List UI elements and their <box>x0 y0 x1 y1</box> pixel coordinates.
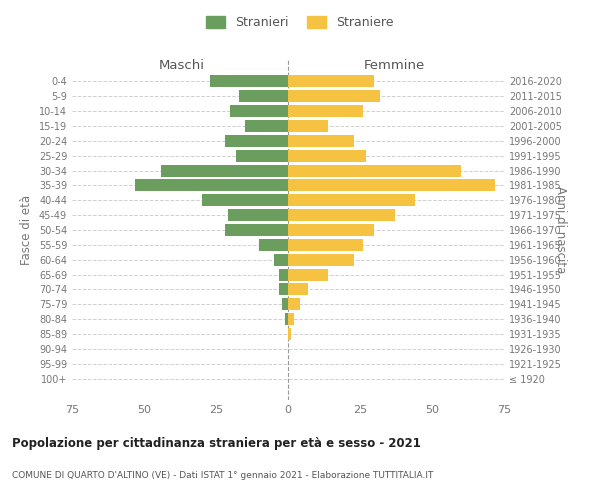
Y-axis label: Anni di nascita: Anni di nascita <box>554 186 567 274</box>
Bar <box>288 105 363 117</box>
Bar <box>224 224 288 236</box>
Bar <box>230 105 288 117</box>
Text: Femmine: Femmine <box>364 60 425 72</box>
Bar <box>210 76 288 88</box>
Text: Popolazione per cittadinanza straniera per età e sesso - 2021: Popolazione per cittadinanza straniera p… <box>12 437 421 450</box>
Bar <box>239 90 288 102</box>
Bar <box>245 120 288 132</box>
Bar <box>227 209 288 221</box>
Bar <box>288 76 374 88</box>
Bar <box>288 298 299 310</box>
Bar <box>280 284 288 296</box>
Bar <box>285 313 288 325</box>
Bar <box>224 135 288 147</box>
Bar <box>288 284 308 296</box>
Bar <box>288 150 366 162</box>
Bar <box>288 180 496 192</box>
Bar <box>288 224 374 236</box>
Bar <box>288 209 395 221</box>
Bar <box>288 90 380 102</box>
Bar <box>259 239 288 251</box>
Bar <box>274 254 288 266</box>
Bar <box>288 239 363 251</box>
Text: COMUNE DI QUARTO D'ALTINO (VE) - Dati ISTAT 1° gennaio 2021 - Elaborazione TUTTI: COMUNE DI QUARTO D'ALTINO (VE) - Dati IS… <box>12 471 433 480</box>
Bar <box>288 313 294 325</box>
Bar <box>288 135 354 147</box>
Bar <box>282 298 288 310</box>
Bar <box>288 194 415 206</box>
Bar <box>288 328 291 340</box>
Bar <box>288 120 328 132</box>
Text: Maschi: Maschi <box>158 60 205 72</box>
Bar <box>288 164 461 176</box>
Bar <box>202 194 288 206</box>
Bar <box>288 268 328 280</box>
Bar <box>161 164 288 176</box>
Bar <box>288 254 354 266</box>
Bar <box>136 180 288 192</box>
Legend: Stranieri, Straniere: Stranieri, Straniere <box>202 11 398 34</box>
Bar <box>236 150 288 162</box>
Y-axis label: Fasce di età: Fasce di età <box>20 195 33 265</box>
Bar <box>280 268 288 280</box>
